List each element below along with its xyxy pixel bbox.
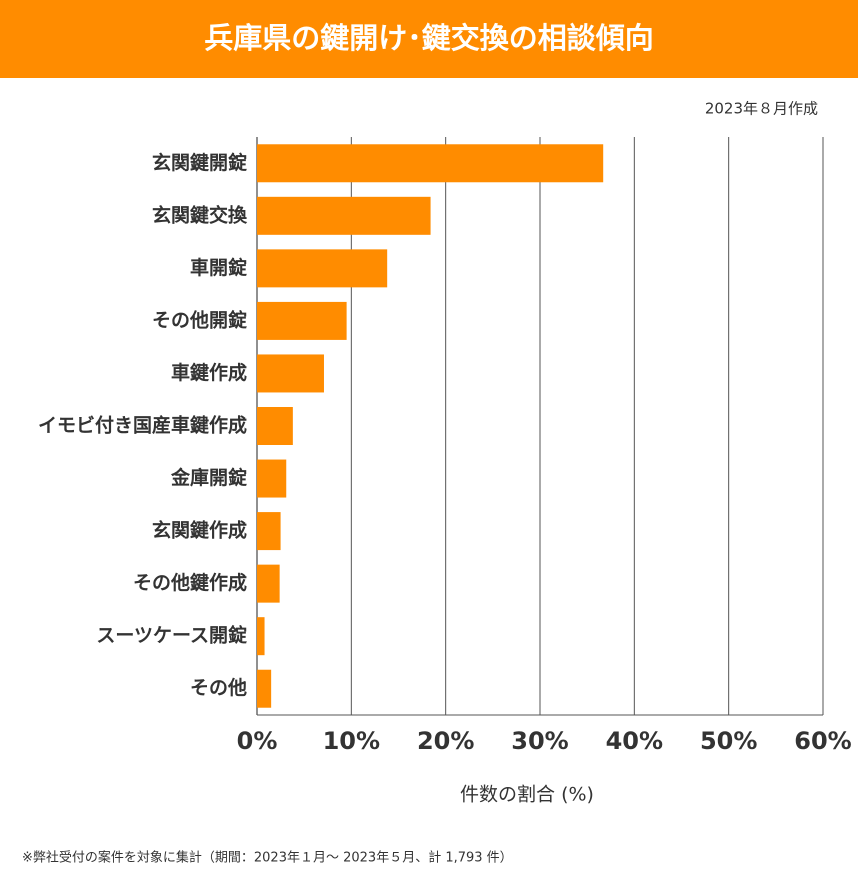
subtitle: 2023年８月作成 xyxy=(705,100,818,118)
bar xyxy=(257,617,265,656)
y-tick-label: 玄関鍵交換 xyxy=(152,203,248,226)
y-tick-label: スーツケース開錠 xyxy=(96,624,247,647)
bar xyxy=(257,669,272,708)
x-tick-label: 0% xyxy=(237,727,278,755)
bar xyxy=(257,354,324,393)
chart-title: 兵庫県の鍵開け･鍵交換の相談傾向 xyxy=(204,21,654,55)
y-tick-label: 玄関鍵開錠 xyxy=(152,151,247,174)
bar xyxy=(257,144,604,183)
y-tick-label: イモビ付き国産車鍵作成 xyxy=(38,414,247,437)
header-band xyxy=(0,0,858,78)
y-tick-label: その他開錠 xyxy=(152,308,247,331)
x-axis-label: 件数の割合 (%) xyxy=(460,784,594,806)
y-tick-label: 金庫開錠 xyxy=(170,466,247,489)
x-tick-label: 30% xyxy=(511,727,568,755)
y-tick-label: その他 xyxy=(190,676,247,699)
x-tick-label: 10% xyxy=(323,727,380,755)
bar xyxy=(257,407,293,445)
y-tick-label: 玄関鍵作成 xyxy=(152,519,247,542)
y-tick-label: その他鍵作成 xyxy=(133,571,247,594)
y-tick-label: 車開錠 xyxy=(190,256,247,279)
footnote: ※弊社受付の案件を対象に集計（期間：2023年１月～ 2023年５月、計 1,7… xyxy=(22,850,513,866)
y-tick-label: 車鍵作成 xyxy=(171,361,247,384)
bar xyxy=(257,249,388,288)
bar xyxy=(257,459,287,498)
bar xyxy=(257,564,280,603)
x-tick-label: 50% xyxy=(700,727,757,755)
x-tick-label: 60% xyxy=(794,727,851,755)
bar xyxy=(257,512,281,551)
bar xyxy=(257,301,347,340)
x-tick-label: 20% xyxy=(417,727,474,755)
x-tick-label: 40% xyxy=(606,727,663,755)
bar xyxy=(257,196,431,235)
